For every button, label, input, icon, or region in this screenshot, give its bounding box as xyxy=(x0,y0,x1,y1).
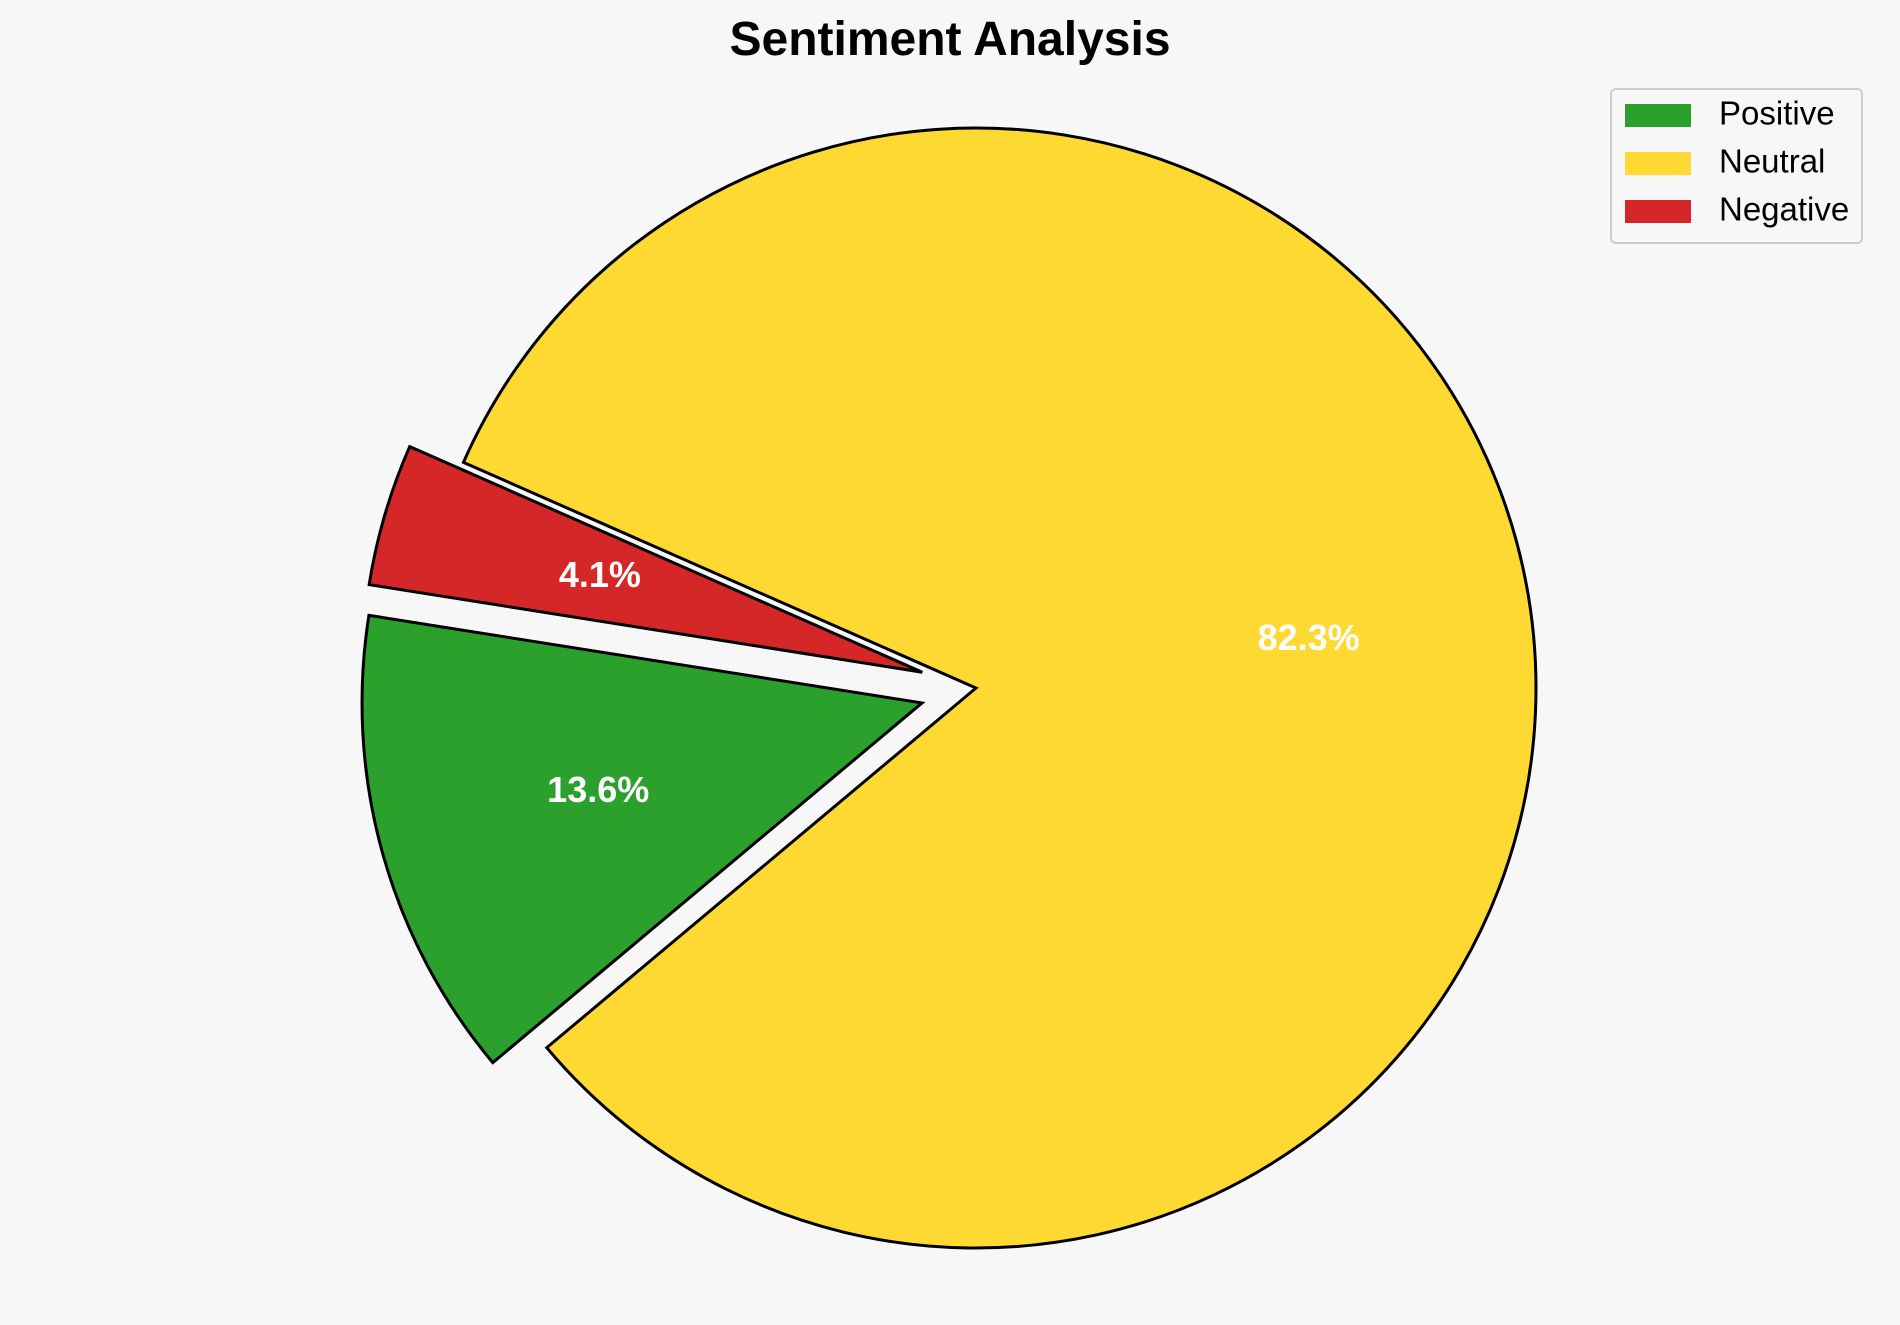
chart-title: Sentiment Analysis xyxy=(729,13,1170,66)
slice-label-negative: 4.1% xyxy=(559,554,641,595)
pie-slice-negative xyxy=(367,444,923,674)
legend-swatch-positive xyxy=(1625,104,1691,127)
legend-label-neutral: Neutral xyxy=(1719,143,1825,180)
legend-label-negative: Negative xyxy=(1719,191,1849,228)
pie-slice-positive xyxy=(360,613,926,1065)
pie-labels: 13.6% 82.3% 4.1% xyxy=(547,554,1360,810)
legend: Positive Neutral Negative xyxy=(1610,88,1863,244)
pie-slices xyxy=(360,126,1538,1250)
legend-swatch-neutral xyxy=(1625,152,1691,175)
pie-slice-neutral xyxy=(461,126,1538,1250)
slice-label-positive: 13.6% xyxy=(547,769,649,810)
legend-items: Positive Neutral Negative xyxy=(1625,95,1849,228)
legend-label-positive: Positive xyxy=(1719,95,1835,132)
slice-label-neutral: 82.3% xyxy=(1258,617,1360,658)
legend-swatch-negative xyxy=(1625,200,1691,223)
